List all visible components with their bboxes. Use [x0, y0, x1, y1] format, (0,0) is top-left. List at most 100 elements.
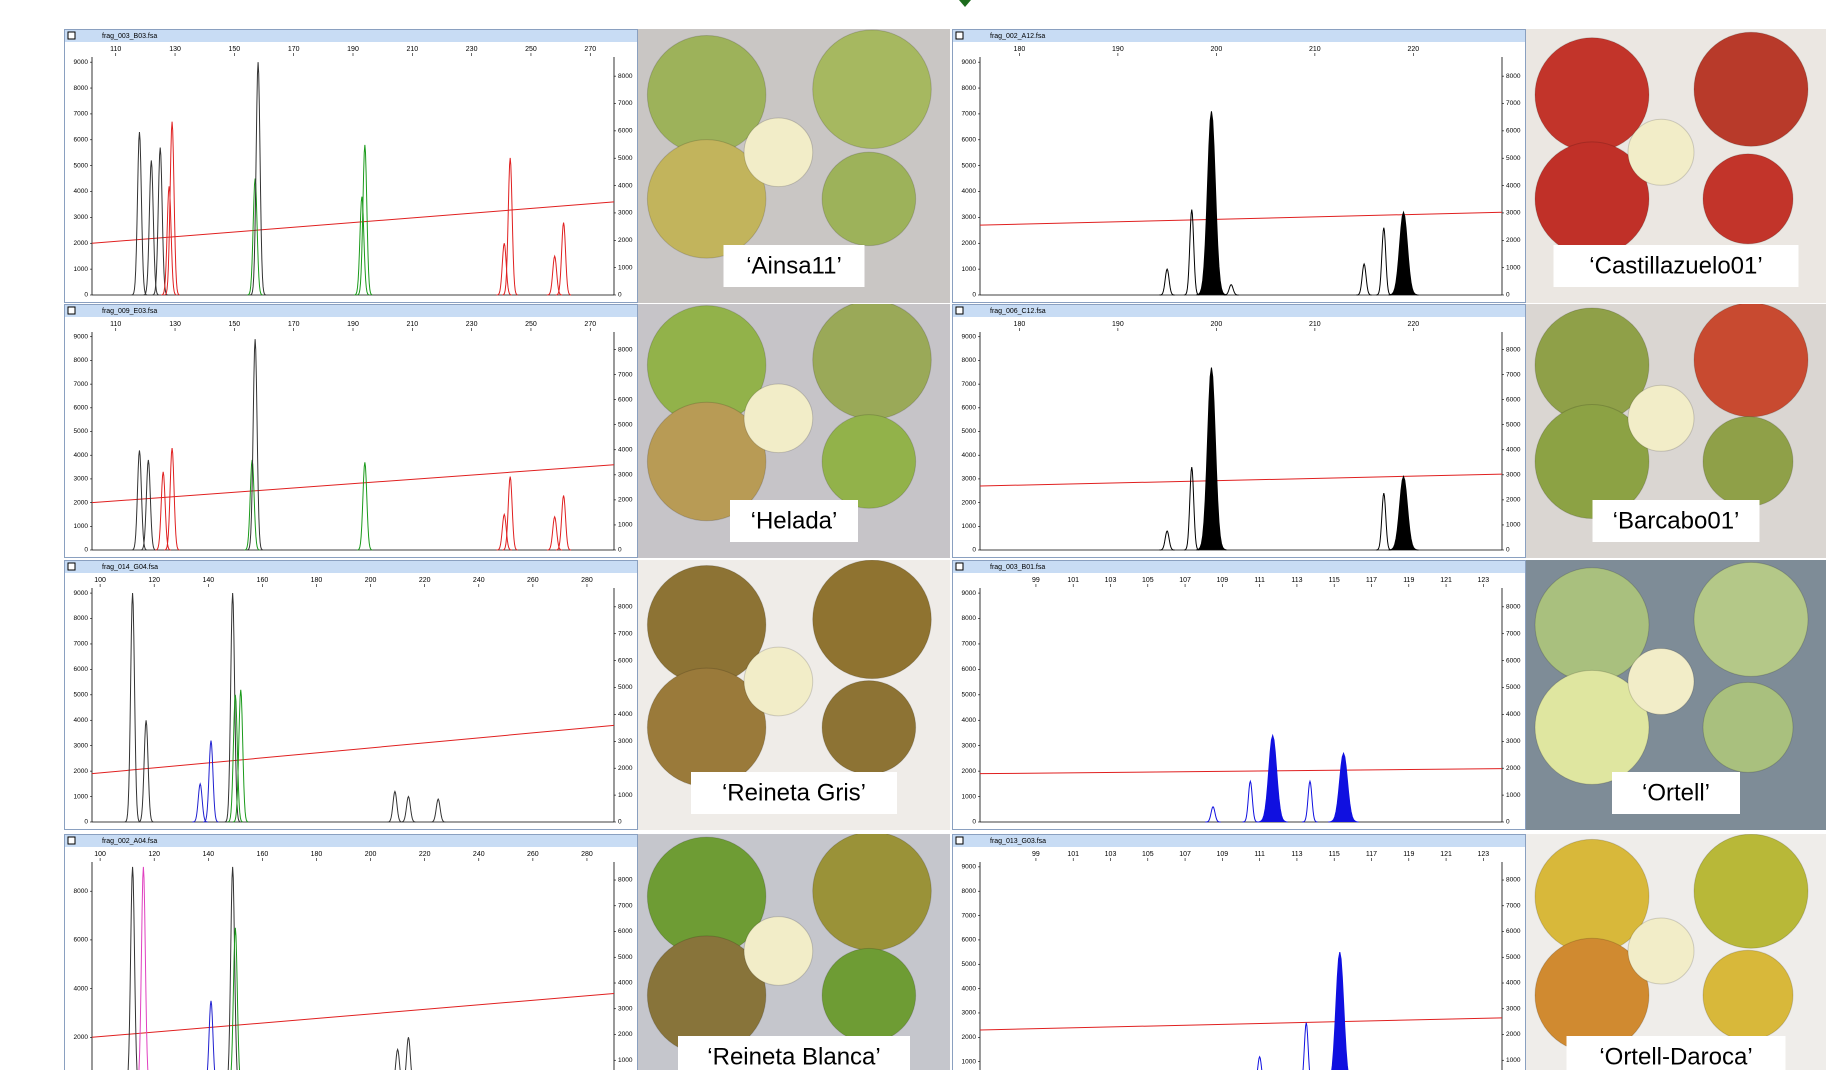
y2-tick-label: 2000 — [1506, 765, 1521, 772]
y2-tick-label: 6000 — [618, 128, 633, 135]
checkbox — [956, 563, 963, 570]
y2-tick-label: 0 — [618, 292, 622, 299]
y-tick-label: 2000 — [962, 768, 977, 775]
y2-tick-label: 1000 — [1506, 264, 1521, 271]
y2-tick-label: 6000 — [618, 928, 633, 935]
y2-tick-label: 6000 — [618, 396, 633, 403]
checkbox — [68, 837, 75, 844]
checkbox — [68, 307, 75, 314]
y2-tick-label: 4000 — [618, 446, 633, 453]
y2-tick-label: 7000 — [1506, 630, 1521, 637]
y-tick-label: 7000 — [962, 111, 977, 118]
x-tick-label: 103 — [1105, 851, 1117, 858]
y-tick-label: 3000 — [962, 214, 977, 221]
y-tick-label: 0 — [84, 819, 88, 826]
y-tick-label: 2000 — [74, 499, 89, 506]
y2-tick-label: 5000 — [1506, 421, 1521, 428]
x-tick-label: 210 — [406, 321, 418, 328]
x-tick-label: 200 — [1211, 321, 1223, 328]
y2-tick-label: 1000 — [1506, 792, 1521, 799]
y-tick-label: 4000 — [962, 985, 977, 992]
x-tick-label: 160 — [257, 577, 269, 584]
x-tick-label: 105 — [1142, 577, 1154, 584]
y2-tick-label: 2000 — [618, 237, 633, 244]
y-tick-label: 9000 — [962, 333, 977, 340]
electropherogram: frag_002_A12.fsa180190200210220010002000… — [952, 29, 1526, 303]
x-tick-label: 99 — [1032, 577, 1040, 584]
y-tick-label: 6000 — [962, 937, 977, 944]
y2-tick-label: 7000 — [618, 100, 633, 107]
y2-tick-label: 6000 — [1506, 928, 1521, 935]
y2-tick-label: 6000 — [1506, 128, 1521, 135]
y2-tick-label: 8000 — [618, 604, 633, 611]
x-tick-label: 190 — [1112, 321, 1124, 328]
x-tick-label: 250 — [525, 46, 537, 53]
y2-tick-label: 5000 — [618, 155, 633, 162]
y-tick-label: 2000 — [962, 1034, 977, 1041]
y2-tick-label: 5000 — [1506, 155, 1521, 162]
x-tick-label: 140 — [202, 851, 214, 858]
x-tick-label: 109 — [1217, 577, 1229, 584]
x-tick-label: 113 — [1291, 851, 1302, 858]
electropherogram: frag_013_G03.fsa991011031051071091111131… — [952, 834, 1526, 1070]
x-tick-label: 180 — [1014, 321, 1026, 328]
y-tick-label: 2000 — [962, 240, 977, 247]
y-tick-label: 8000 — [74, 615, 89, 622]
x-tick-label: 270 — [584, 321, 596, 328]
y-tick-label: 4000 — [74, 452, 89, 459]
y-tick-label: 4000 — [74, 717, 89, 724]
x-tick-label: 100 — [94, 851, 106, 858]
y-tick-label: 5000 — [74, 428, 89, 435]
apple — [1535, 568, 1649, 682]
x-tick-label: 180 — [1014, 46, 1026, 53]
x-tick-label: 105 — [1142, 851, 1154, 858]
panel-frame — [953, 305, 1526, 558]
y2-tick-label: 0 — [1506, 292, 1510, 299]
y-tick-label: 8000 — [962, 888, 977, 895]
apple — [1628, 918, 1694, 984]
y-tick-label: 5000 — [962, 428, 977, 435]
y2-tick-label: 5000 — [618, 684, 633, 691]
apple — [1703, 950, 1793, 1040]
x-tick-label: 115 — [1329, 851, 1340, 858]
x-tick-label: 121 — [1440, 577, 1452, 584]
y-tick-label: 3000 — [74, 476, 89, 483]
y-tick-label: 8000 — [962, 357, 977, 364]
y-tick-label: 4000 — [962, 188, 977, 195]
y-tick-label: 7000 — [962, 912, 977, 919]
file-name: frag_003_B01.fsa — [990, 564, 1045, 571]
x-tick-label: 210 — [1309, 46, 1321, 53]
x-tick-label: 220 — [1408, 46, 1420, 53]
apple — [1703, 154, 1793, 244]
y-tick-label: 1000 — [74, 793, 89, 800]
panel-frame — [65, 835, 638, 1070]
y-tick-label: 1000 — [962, 793, 977, 800]
y-tick-label: 8000 — [74, 85, 89, 92]
x-tick-label: 110 — [110, 321, 121, 328]
x-tick-label: 120 — [148, 851, 160, 858]
x-tick-label: 99 — [1032, 851, 1040, 858]
x-tick-label: 130 — [169, 46, 181, 53]
y2-tick-label: 6000 — [1506, 657, 1521, 664]
variety-label: ‘Ainsa11’ — [746, 252, 842, 279]
y2-tick-label: 4000 — [618, 182, 633, 189]
y-tick-label: 0 — [972, 819, 976, 826]
checkbox — [956, 307, 963, 314]
electropherogram: frag_009_E03.fsa110130150170190210230250… — [64, 304, 638, 558]
variety-label: ‘Ortell’ — [1642, 779, 1710, 806]
x-tick-label: 200 — [365, 577, 377, 584]
x-tick-label: 111 — [1254, 851, 1265, 858]
panel-frame — [65, 561, 638, 830]
y2-tick-label: 3000 — [1506, 210, 1521, 217]
x-tick-label: 109 — [1217, 851, 1229, 858]
x-tick-label: 180 — [311, 851, 323, 858]
y2-tick-label: 1000 — [618, 792, 633, 799]
y2-tick-label: 7000 — [1506, 100, 1521, 107]
y-tick-label: 2000 — [962, 499, 977, 506]
variety-label: ‘Ortell-Daroca’ — [1599, 1043, 1752, 1070]
y2-tick-label: 8000 — [1506, 346, 1521, 353]
photo: ‘Ortell-Daroca’ — [1526, 834, 1826, 1070]
y-tick-label: 2000 — [74, 240, 89, 247]
y2-tick-label: 1000 — [618, 1057, 633, 1064]
y-tick-label: 6000 — [74, 937, 89, 944]
